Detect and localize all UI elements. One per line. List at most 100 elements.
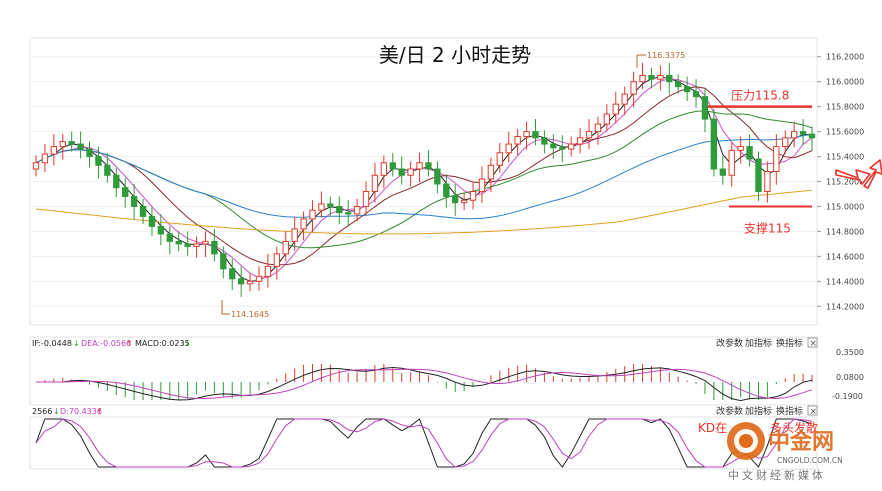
macd-tick: 0.3500	[836, 348, 864, 357]
macd-tick: 0.0800	[836, 373, 864, 382]
candle-body	[621, 93, 628, 105]
candle-body	[345, 212, 352, 215]
candle-body	[425, 162, 432, 170]
kd-k-arrow-icon: ↓	[53, 407, 60, 416]
candle-body	[59, 141, 66, 148]
candle-body	[630, 81, 637, 95]
candle-body	[532, 131, 539, 139]
candle-body	[585, 131, 593, 139]
macd-switch-indicator-button[interactable]: 换指标	[776, 337, 803, 349]
macd-add-indicator-button[interactable]: 加指标	[745, 337, 772, 349]
chart-title: 美/日 2 小时走势	[379, 43, 531, 67]
high-label: 116.3375	[647, 51, 685, 60]
kd-edit-params-button[interactable]: 改参数	[716, 405, 743, 417]
candle-body	[68, 141, 75, 145]
macd-legend-dif: IF:-0.0448	[32, 339, 72, 348]
macd-dea-line	[36, 368, 813, 400]
macd-close-glyph: ×	[810, 339, 818, 349]
candle-body	[202, 240, 209, 245]
candle-body	[452, 195, 459, 204]
kd-panel-frame	[29, 416, 818, 470]
arrow-down-right-icon	[835, 169, 871, 185]
kd-switch-indicator-button[interactable]: 换指标	[776, 405, 803, 417]
candle-body	[639, 74, 646, 83]
price-tick-label: 115.4000	[826, 153, 864, 162]
candle-body	[353, 205, 361, 215]
candle-body	[104, 164, 111, 176]
candle-body	[318, 203, 325, 211]
candle-body	[407, 168, 414, 176]
candle-body	[478, 178, 486, 192]
candle-body	[576, 137, 584, 145]
candle-body	[710, 118, 718, 170]
candle-body	[371, 174, 379, 192]
kd-legend: 2566 ↓ D:70.4336 ↑	[32, 407, 103, 416]
candle-body	[692, 91, 700, 98]
kd-close-icon[interactable]	[807, 405, 818, 416]
candle-body	[264, 265, 272, 277]
candle-body	[220, 253, 227, 270]
candlesticks	[32, 62, 816, 297]
support-label: 支撑115	[744, 220, 791, 235]
candle-body	[603, 113, 611, 125]
candle-body	[246, 280, 254, 285]
candle-body	[719, 168, 726, 176]
cngold-watermark: 中金网 CNGOLD.COM.CN 中文财经新媒体	[727, 422, 843, 482]
macd-dea-arrow-icon: ↑	[126, 339, 133, 348]
kd-legend-d: D:70.4336	[60, 407, 102, 416]
candle-body	[746, 146, 753, 160]
candle-body	[229, 268, 236, 280]
candle-body	[380, 162, 388, 176]
candle-body	[273, 253, 281, 267]
candle-body	[336, 205, 343, 214]
candle-body	[666, 74, 673, 83]
candle-body	[790, 131, 798, 139]
macd-edit-params-button[interactable]: 改参数	[716, 337, 743, 349]
candle-body	[764, 171, 771, 192]
candle-body	[157, 225, 165, 235]
candle-body	[175, 240, 182, 245]
macd-tick: -0.1900	[832, 392, 863, 401]
candle-body	[362, 190, 370, 207]
kd-toolbar: 改参数 加指标 换指标 ×	[716, 405, 818, 417]
macd-close-icon[interactable]	[807, 337, 818, 348]
candle-body	[166, 233, 173, 242]
candle-body	[755, 158, 762, 192]
kd-d-arrow-icon: ↑	[96, 407, 103, 416]
candle-body	[505, 143, 512, 154]
ma-line-MA-240	[35, 189, 813, 235]
candle-body	[113, 174, 120, 189]
candle-body	[434, 168, 441, 185]
candle-body	[193, 243, 200, 247]
low-annotation: 114.1645	[221, 300, 269, 319]
candle-body	[300, 218, 307, 230]
candle-body	[550, 143, 557, 149]
candle-body	[594, 123, 602, 133]
candle-body	[309, 209, 316, 220]
candle-body	[398, 168, 405, 176]
price-tick-label: 115.2000	[826, 178, 864, 187]
candle-body	[282, 240, 289, 255]
macd-legend-macd: MACD:0.0235	[135, 339, 190, 348]
macd-arrow-icon: ↓	[184, 339, 191, 348]
candle-body	[32, 162, 40, 170]
candle-body	[487, 164, 495, 180]
candle-body	[416, 162, 423, 170]
kd-add-indicator-button[interactable]: 加指标	[745, 405, 772, 417]
macd-legend-dea: DEA:-0.0566	[81, 339, 131, 348]
candle-body	[567, 143, 575, 150]
moving-average-lines	[35, 76, 813, 282]
candle-body	[675, 81, 682, 88]
candle-body	[211, 240, 218, 255]
macd-dif-arrow-icon: ↓	[73, 339, 80, 348]
candle-body	[255, 275, 263, 282]
macd-lines	[36, 366, 813, 402]
candle-body	[460, 199, 468, 204]
candle-body	[148, 215, 156, 227]
arrow-up-right-icon	[863, 159, 882, 189]
candle-body	[728, 149, 735, 176]
macd-toolbar: 改参数 加指标 换指标 ×	[716, 337, 818, 349]
kd-lines	[35, 418, 813, 468]
ma-line-MA-120	[35, 133, 813, 220]
